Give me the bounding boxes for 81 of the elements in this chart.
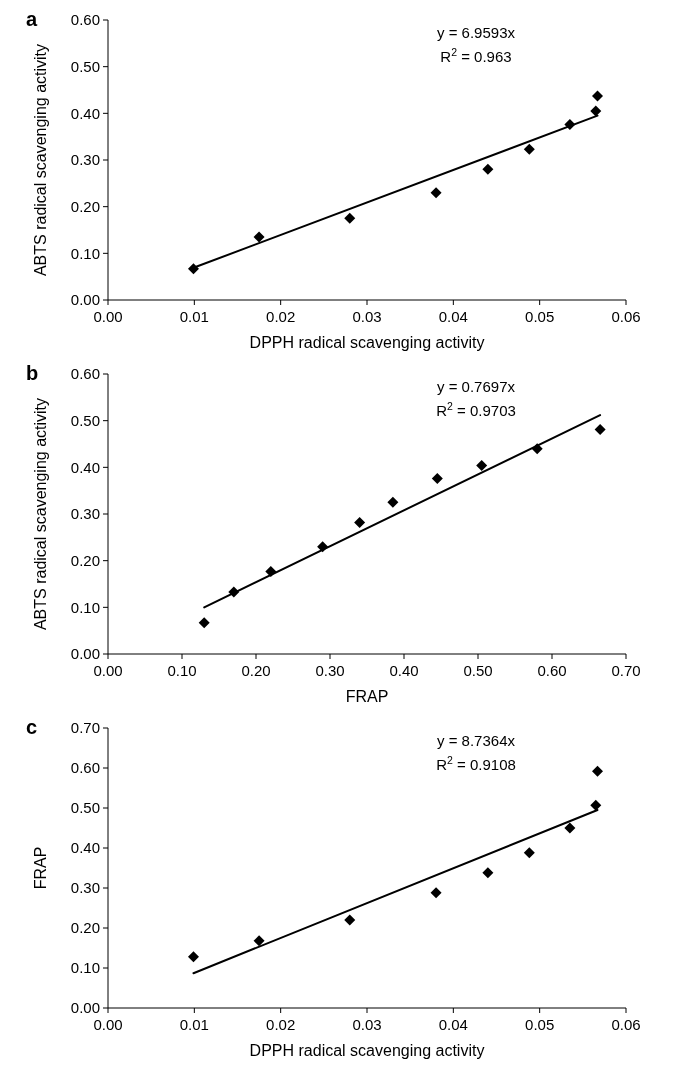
y-tick-label: 0.20 bbox=[70, 919, 100, 937]
y-tick-label: 0.50 bbox=[70, 799, 100, 817]
point bbox=[354, 516, 366, 528]
y-axis-title: ABTS radical scavenging activity bbox=[32, 43, 49, 277]
x-axis-title: DPPH radical scavenging activity bbox=[249, 334, 485, 351]
point bbox=[253, 231, 265, 243]
x-tick-label: 0.00 bbox=[93, 308, 123, 325]
point bbox=[430, 887, 442, 899]
point bbox=[590, 105, 602, 117]
y-tick-label: 0.10 bbox=[70, 598, 100, 616]
x-tick-label: 0.00 bbox=[93, 662, 123, 679]
annotation: R$^{2}$ = 0.9703 bbox=[436, 400, 516, 419]
x-tick-label: 0.03 bbox=[352, 308, 382, 325]
x-tick-label: 0.05 bbox=[525, 308, 555, 325]
y-tick-label: 0.60 bbox=[70, 11, 100, 29]
point bbox=[594, 424, 606, 436]
y-tick-label: 0.30 bbox=[70, 505, 100, 523]
annotation: y = 0.7697x bbox=[437, 378, 516, 395]
x-axis-title: DPPH radical scavenging activity bbox=[249, 1042, 485, 1059]
x-axis-title: FRAP bbox=[345, 688, 389, 705]
y-tick-label: 0.60 bbox=[70, 365, 100, 383]
x-tick-label: 0.10 bbox=[167, 662, 197, 679]
point bbox=[187, 951, 199, 963]
x-tick-label: 0.04 bbox=[438, 308, 468, 325]
point bbox=[198, 617, 210, 629]
annotation: R$^{2}$ = 0.963 bbox=[440, 46, 512, 65]
y-tick-label: 0.00 bbox=[70, 999, 100, 1017]
point bbox=[344, 914, 356, 926]
x-tick-label: 0.40 bbox=[389, 662, 419, 679]
y-tick-label: 0.30 bbox=[70, 151, 100, 169]
x-tick-label: 0.00 bbox=[93, 1016, 123, 1033]
x-tick-label: 0.01 bbox=[179, 1016, 209, 1033]
y-tick-label: 0.60 bbox=[70, 759, 100, 777]
point bbox=[253, 935, 265, 947]
y-axis-title: ABTS radical scavenging activity bbox=[32, 397, 49, 631]
x-tick-label: 0.30 bbox=[315, 662, 345, 679]
x-tick-label: 0.03 bbox=[352, 1016, 382, 1033]
chart-title: c bbox=[26, 716, 38, 738]
y-tick-label: 0.00 bbox=[70, 645, 100, 663]
x-tick-label: 0.01 bbox=[179, 308, 209, 325]
y-tick-label: 0.20 bbox=[70, 551, 100, 569]
chart-title: b bbox=[26, 362, 39, 384]
point bbox=[592, 765, 604, 777]
x-tick-label: 0.20 bbox=[241, 662, 271, 679]
y-tick-label: 0.40 bbox=[70, 839, 100, 857]
point bbox=[430, 187, 442, 199]
point bbox=[344, 212, 356, 224]
x-tick-label: 0.04 bbox=[438, 1016, 468, 1033]
x-tick-label: 0.05 bbox=[525, 1016, 555, 1033]
x-tick-label: 0.06 bbox=[611, 1016, 641, 1033]
point bbox=[482, 867, 494, 879]
annotation: y = 6.9593x bbox=[437, 24, 516, 41]
y-axis-title: FRAP bbox=[32, 846, 49, 890]
x-tick-label: 0.02 bbox=[266, 1016, 296, 1033]
x-tick-label: 0.02 bbox=[266, 308, 296, 325]
y-tick-label: 0.40 bbox=[70, 458, 100, 476]
point bbox=[482, 163, 494, 175]
point bbox=[592, 90, 604, 102]
point bbox=[387, 496, 399, 508]
y-tick-label: 0.50 bbox=[70, 411, 100, 429]
x-tick-label: 0.60 bbox=[537, 662, 567, 679]
x-tick-label: 0.70 bbox=[611, 662, 641, 679]
y-tick-label: 0.40 bbox=[70, 104, 100, 122]
y-tick-label: 0.20 bbox=[70, 197, 100, 215]
y-tick-label: 0.00 bbox=[70, 291, 100, 309]
point bbox=[523, 847, 535, 859]
point bbox=[564, 822, 576, 834]
point bbox=[590, 799, 602, 811]
point bbox=[431, 473, 443, 485]
annotation: y = 8.7364x bbox=[437, 732, 516, 749]
x-tick-label: 0.50 bbox=[463, 662, 493, 679]
point bbox=[476, 459, 488, 471]
y-tick-label: 0.70 bbox=[70, 719, 100, 737]
y-tick-label: 0.30 bbox=[70, 879, 100, 897]
y-tick-label: 0.10 bbox=[70, 244, 100, 262]
x-tick-label: 0.06 bbox=[611, 308, 641, 325]
point bbox=[523, 143, 535, 155]
y-tick-label: 0.50 bbox=[70, 57, 100, 75]
chart-title: a bbox=[26, 8, 38, 30]
y-tick-label: 0.10 bbox=[70, 959, 100, 977]
annotation: R$^{2}$ = 0.9108 bbox=[436, 754, 516, 773]
